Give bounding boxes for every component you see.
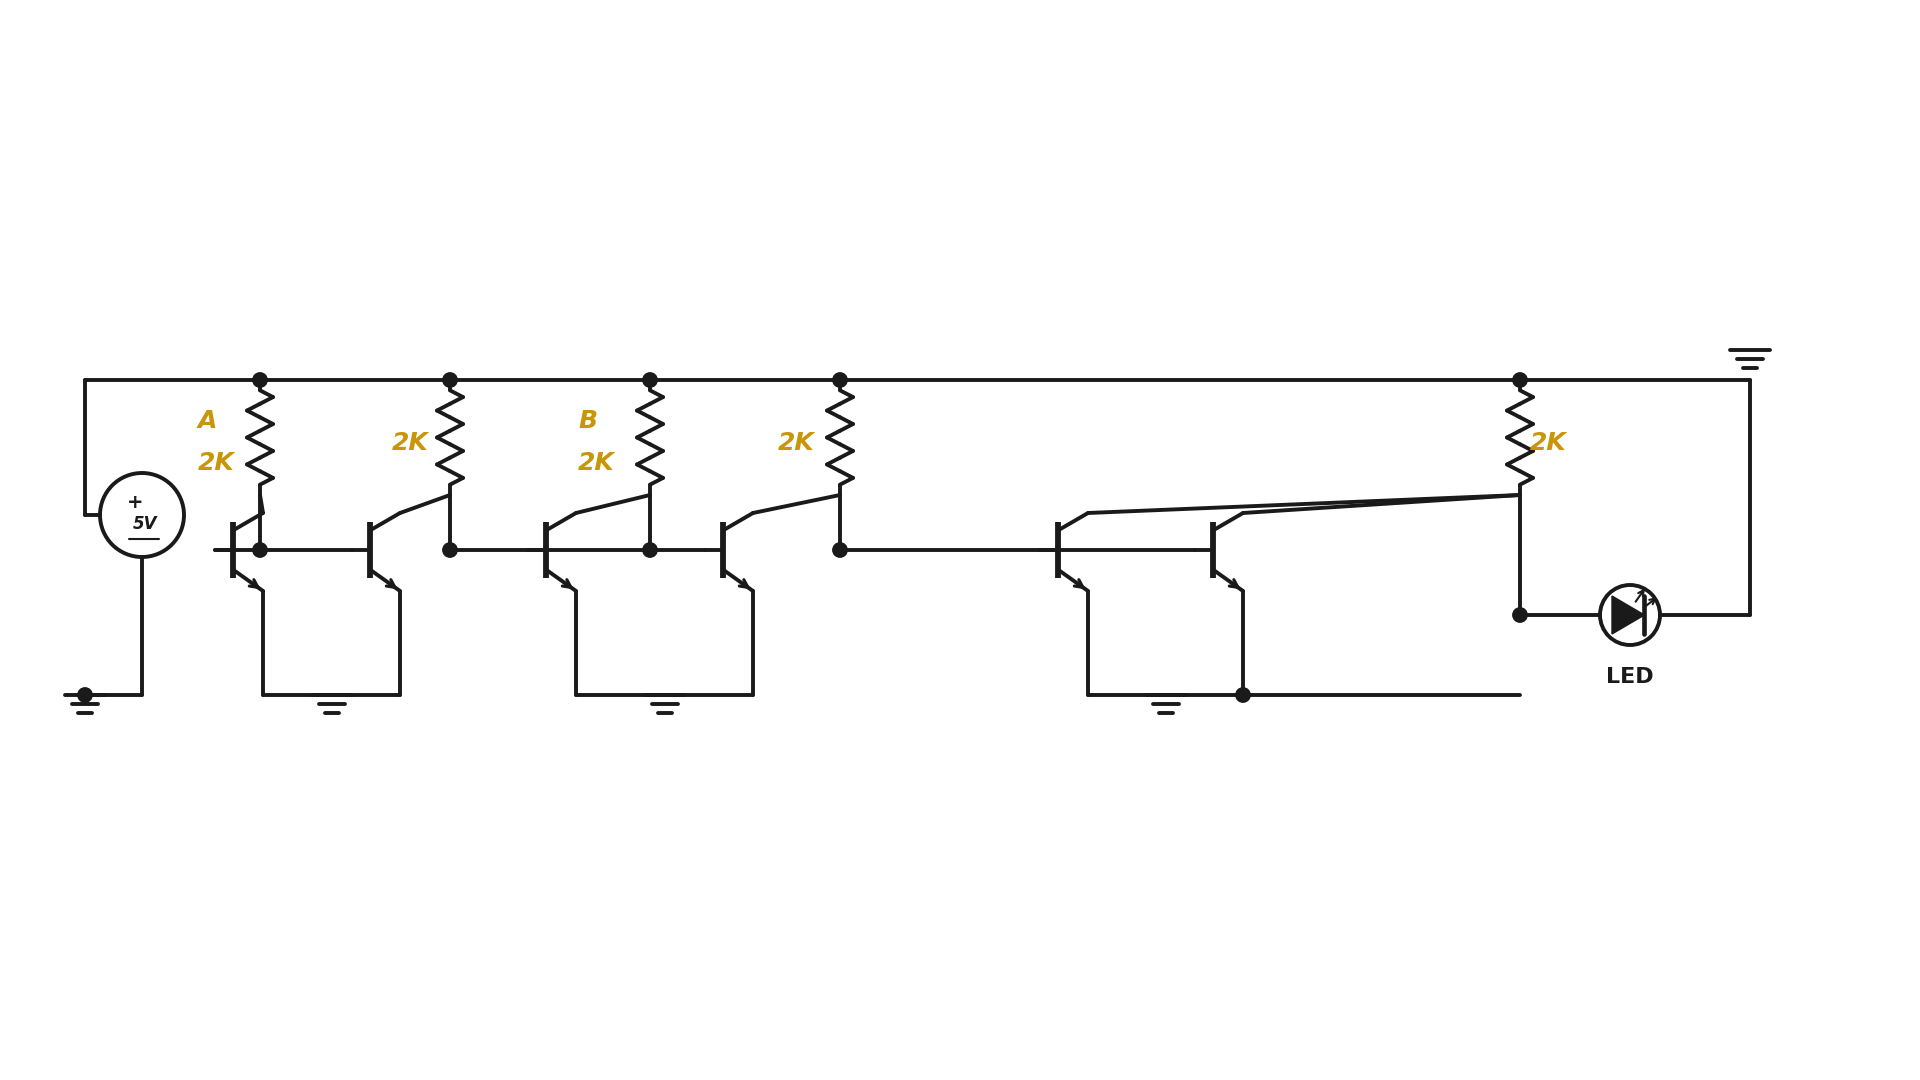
Circle shape xyxy=(444,373,457,388)
Text: 2K: 2K xyxy=(1530,431,1567,455)
Text: 5V: 5V xyxy=(132,515,157,534)
Text: 2K: 2K xyxy=(392,431,428,455)
Text: A: A xyxy=(198,409,217,433)
Text: 2K: 2K xyxy=(198,451,234,475)
Circle shape xyxy=(253,543,267,557)
Circle shape xyxy=(79,688,92,702)
Circle shape xyxy=(833,373,847,388)
Text: 2K: 2K xyxy=(778,431,814,455)
Circle shape xyxy=(1236,688,1250,702)
Text: LED: LED xyxy=(1607,667,1653,687)
Circle shape xyxy=(1513,373,1526,388)
Circle shape xyxy=(833,543,847,557)
Circle shape xyxy=(1513,608,1526,622)
Text: +: + xyxy=(127,492,144,512)
Circle shape xyxy=(253,373,267,388)
Circle shape xyxy=(643,543,657,557)
Circle shape xyxy=(444,543,457,557)
Polygon shape xyxy=(1613,596,1644,634)
Text: 2K: 2K xyxy=(578,451,614,475)
Circle shape xyxy=(643,373,657,388)
Text: B: B xyxy=(578,409,597,433)
